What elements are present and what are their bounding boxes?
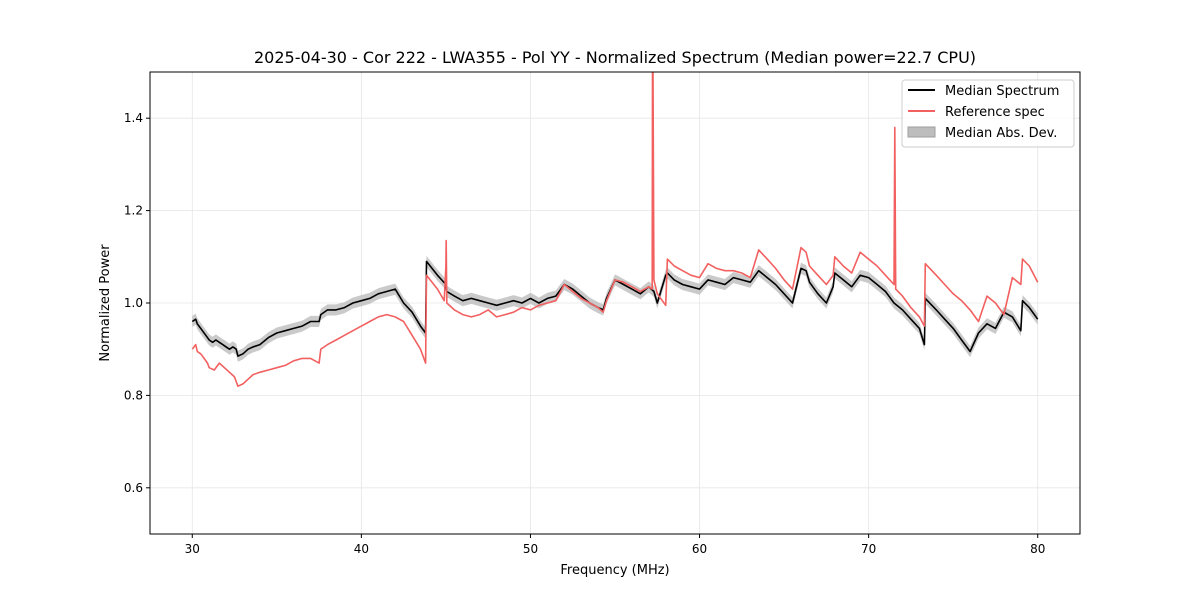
- y-tick-label: 1.4: [124, 111, 143, 125]
- y-tick-label: 1.0: [124, 296, 143, 310]
- series-mad-band: [192, 255, 1038, 362]
- x-tick-label: 50: [523, 542, 538, 556]
- legend-box: [901, 79, 1075, 148]
- series-median-spectrum: [191, 260, 1039, 357]
- y-axis-label: Normalized Power: [98, 244, 113, 362]
- y-tick-label: 0.8: [124, 388, 143, 402]
- x-axis-label: Frequency (MHz): [560, 563, 669, 578]
- x-tick-label: 60: [692, 542, 707, 556]
- y-tick-label: 1.2: [124, 204, 143, 218]
- x-tick-label: 70: [861, 542, 876, 556]
- legend-median-label: Median Spectrum: [945, 84, 1059, 99]
- x-tick-label: 80: [1030, 542, 1045, 556]
- legend: Median Spectrum Reference spec Median Ab…: [901, 79, 1075, 148]
- legend-mad-label: Median Abs. Dev.: [945, 126, 1057, 141]
- y-tick-label: 0.6: [124, 481, 143, 495]
- axis-ticks: 30 40 50 60 70 80 0.6 0.8 1.0 1.2 1.4: [124, 111, 1045, 556]
- x-tick-label: 30: [185, 542, 200, 556]
- legend-reference-label: Reference spec: [945, 105, 1045, 120]
- plot-area: [191, 72, 1039, 388]
- chart-title: 2025-04-30 - Cor 222 - LWA355 - Pol YY -…: [254, 48, 976, 67]
- x-tick-label: 40: [354, 542, 369, 556]
- series-reference-spec: [191, 72, 1039, 388]
- legend-mad-swatch: [907, 126, 936, 138]
